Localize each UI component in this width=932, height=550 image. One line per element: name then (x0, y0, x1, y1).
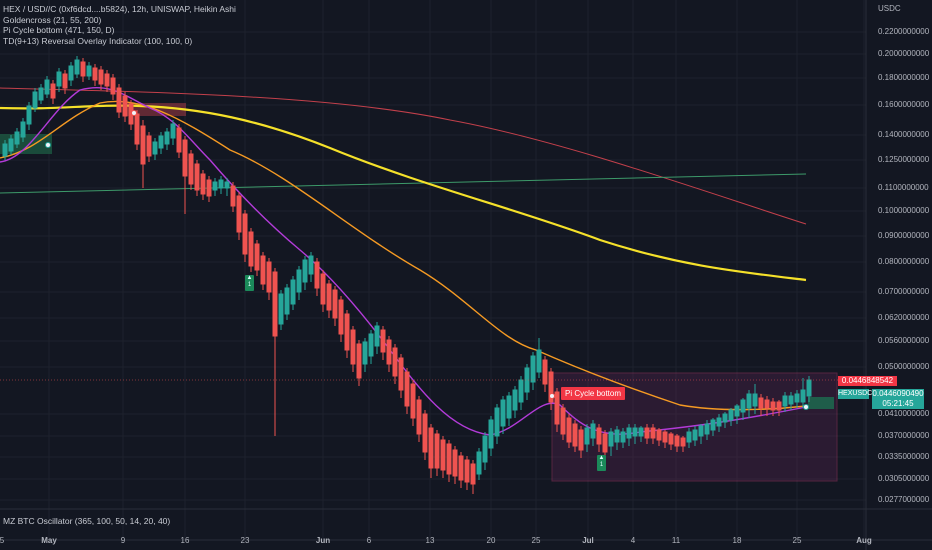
chart-legend[interactable]: HEX / USD//C (0xf6dcd....b5824), 12h, UN… (3, 4, 236, 46)
ma-orange-line (0, 100, 807, 411)
last-price-tag: 0.0446848542 (838, 376, 897, 386)
x-tick-label: 25 (792, 536, 802, 545)
y-tick-label: 0.0500000000 (878, 362, 930, 371)
td-badge-left: ▲ 1 (245, 275, 254, 291)
y-tick-label: 0.0370000000 (878, 431, 930, 440)
y-tick-label: 0.1800000000 (878, 73, 930, 82)
y-tick-label: 0.0335000000 (878, 452, 930, 461)
x-tick-label: 20 (486, 536, 496, 545)
y-tick-label: 0.0277000000 (878, 495, 930, 504)
y-tick-label: 0.1100000000 (878, 183, 929, 192)
x-tick-label: May (41, 536, 57, 545)
y-tick-label: 0.1400000000 (878, 130, 930, 139)
y-tick-label: 0.1250000000 (878, 155, 930, 164)
td-badge-left-count: 1 (247, 282, 252, 288)
x-tick-label: 23 (240, 536, 250, 545)
cross-marker-top (131, 110, 137, 116)
support-zone-right (808, 397, 834, 409)
y-tick-label: 0.1000000000 (878, 206, 930, 215)
x-tick-label: 16 (180, 536, 190, 545)
x-tick-label: 9 (120, 536, 126, 545)
cross-marker-right (803, 404, 809, 410)
x-tick-label: 13 (425, 536, 435, 545)
pi-cycle-label: Pi Cycle bottom (561, 387, 626, 400)
x-tick-label: 5 (0, 536, 5, 545)
y-tick-label: 0.0410000000 (878, 409, 930, 418)
x-tick-label: 11 (671, 536, 681, 545)
y-tick-label: 0.0560000000 (878, 336, 930, 345)
x-tick-label: 25 (531, 536, 541, 545)
cross-marker-left (45, 142, 51, 148)
y-tick-label: 0.2200000000 (878, 27, 930, 36)
x-tick-label: 18 (732, 536, 742, 545)
y-tick-label: 0.0900000000 (878, 231, 930, 240)
x-tick-label: Aug (856, 536, 872, 545)
cross-marker-mid (549, 393, 555, 399)
ma-green-line (0, 173, 807, 194)
y-tick-label: 0.0305000000 (878, 474, 930, 483)
y-tick-label: 0.0800000000 (878, 257, 930, 266)
ma-yellow-line (0, 104, 807, 282)
x-tick-label: 6 (366, 536, 372, 545)
symbol-price-tag: 0.0446090490 (872, 389, 924, 399)
countdown-tag: 05:21:45 (872, 399, 924, 409)
y-tick-label: 0.2000000000 (878, 49, 930, 58)
candles (2, 56, 812, 494)
x-tick-label: 4 (630, 536, 636, 545)
oscillator-label[interactable]: MZ BTC Oscillator (365, 100, 50, 14, 20,… (3, 516, 171, 526)
y-tick-label: 0.0620000000 (878, 313, 930, 322)
symbol-title[interactable]: HEX / USD//C (0xf6dcd....b5824), 12h, UN… (3, 4, 236, 14)
axis-unit: USDC (878, 4, 901, 13)
ma-red-line (0, 87, 807, 225)
td-badge-right: ▲ 1 (597, 455, 606, 471)
indicator-pi-cycle[interactable]: Pi Cycle bottom (471, 150, D) (3, 25, 115, 35)
x-tick-label: Jul (582, 536, 594, 545)
indicator-goldencross[interactable]: Goldencross (21, 55, 200) (3, 14, 102, 25)
indicator-td[interactable]: TD(9+13) Reversal Overlay Indicator (100… (3, 35, 193, 46)
symbol-tag: HEXUSDC (838, 389, 873, 399)
y-tick-label: 0.0700000000 (878, 287, 930, 296)
td-badge-right-count: 1 (599, 462, 604, 468)
x-tick-label: Jun (315, 536, 331, 545)
y-tick-label: 0.1600000000 (878, 100, 930, 109)
